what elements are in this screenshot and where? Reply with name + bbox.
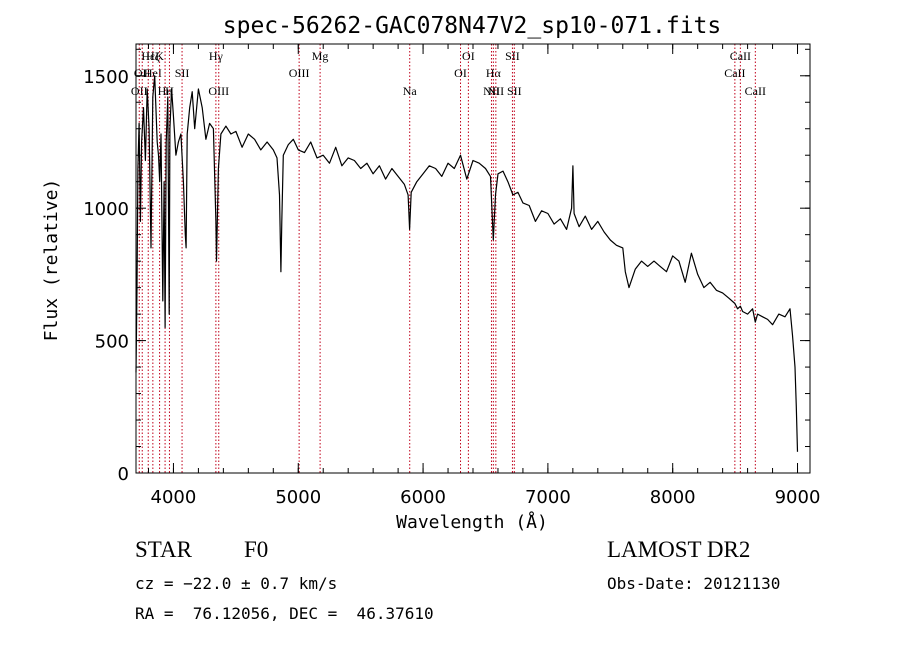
y-tick-label: 0 <box>118 464 129 485</box>
x-tick-label: 7000 <box>525 487 571 508</box>
line-marker-label: OIII <box>289 66 310 80</box>
survey-name: LAMOST DR2 <box>607 537 751 562</box>
y-axis-label: Flux (relative) <box>41 179 62 342</box>
line-marker-label: Hγ <box>209 49 224 63</box>
line-marker-label: Na <box>403 84 418 98</box>
line-marker-label: SII <box>505 49 520 63</box>
spectrum-series <box>135 75 799 452</box>
x-tick-label: 6000 <box>400 487 446 508</box>
plot-axes: 4000 5000 6000 7000 8000 9000 0 500 1000 1500 <box>83 43 821 508</box>
line-marker-label: OII <box>134 66 151 80</box>
line-marker-label: HeI <box>144 66 162 80</box>
object-class: STAR <box>135 537 192 562</box>
y-tick-label: 500 <box>95 332 129 353</box>
x-tick-label: 9000 <box>775 487 821 508</box>
spectrum-line <box>135 75 799 452</box>
line-marker-label: OI <box>454 66 467 80</box>
redshift-velocity: cz = −22.0 ± 0.7 km/s <box>135 574 338 593</box>
line-marker-label: NII <box>488 84 505 98</box>
sky-coordinates: RA = 76.12056, DEC = 46.37610 <box>135 604 434 623</box>
line-marker-label: Hη <box>158 84 173 98</box>
chart-title: spec-56262-GAC078N47V2_sp10-071.fits <box>223 13 722 39</box>
plot-frame <box>135 43 811 474</box>
line-marker-label: SII <box>175 66 190 80</box>
line-marker-label: OIII <box>208 84 229 98</box>
line-marker-label: K <box>155 49 164 63</box>
line-marker-label: CaII <box>724 66 745 80</box>
x-tick-label: 5000 <box>275 487 321 508</box>
line-marker-label: Mg <box>312 49 329 63</box>
line-marker-label: Hε <box>141 49 155 63</box>
line-marker-label: Hζ <box>146 49 160 63</box>
line-marker-label: CaII <box>745 84 766 98</box>
emission-line-markers: OIIOIIHεHζHeIKHηHSIIHγOIIIOIIIMgNaOIOINI… <box>131 44 766 473</box>
line-marker-label: H <box>165 84 174 98</box>
line-marker-label: OII <box>131 84 148 98</box>
observation-date: Obs-Date: 20121130 <box>607 574 781 593</box>
x-tick-label: 8000 <box>650 487 696 508</box>
y-tick-label: 1500 <box>83 67 129 88</box>
x-tick-label: 4000 <box>151 487 197 508</box>
line-marker-label: CaII <box>730 49 751 63</box>
line-marker-label: SII <box>507 84 522 98</box>
object-subclass: F0 <box>244 537 269 562</box>
y-tick-label: 1000 <box>83 199 129 220</box>
x-axis-label: Wavelength (Å) <box>396 511 548 533</box>
line-marker-label: Hα <box>486 66 502 80</box>
line-marker-label: OI <box>462 49 475 63</box>
